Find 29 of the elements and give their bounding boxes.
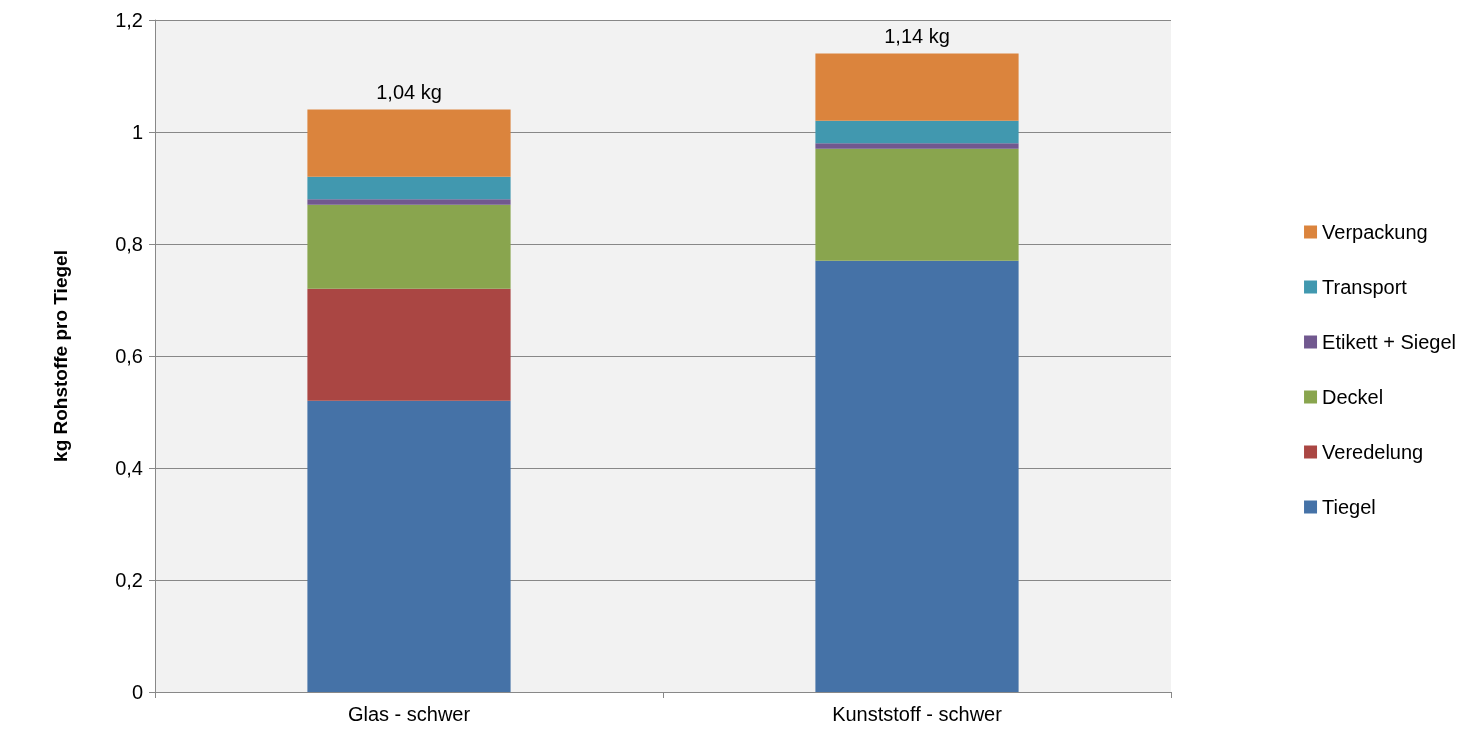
legend-label: Etikett + Siegel [1322,331,1456,353]
bar [815,148,1019,261]
y-tick-label: 0,4 [115,457,143,479]
x-tick-label: Kunststoff - schwer [832,703,1003,725]
y-axis-title: kg Rohstoffe pro Tiegel [50,250,71,462]
bar [307,400,511,692]
y-tick-label: 0,2 [115,569,143,591]
legend-label: Transport [1322,276,1408,298]
total-label: 1,04 kg [376,80,442,103]
bar [307,176,511,200]
y-tick-label: 1,2 [115,9,143,31]
x-tick-label: Glas - schwer [347,703,471,725]
legend-label: Deckel [1322,386,1384,408]
bar [307,199,511,205]
total-label: 1,14 kg [884,24,950,47]
bar [815,53,1019,121]
legend-label: Verpackung [1322,221,1428,243]
bar [815,143,1019,149]
legend-label: Tiegel [1322,496,1376,518]
bar [307,288,511,401]
bar [307,109,511,177]
legend-label: Veredelung [1322,441,1424,463]
y-tick-label: 0,6 [115,345,143,367]
bar [307,204,511,289]
bar [815,260,1019,692]
y-tick-label: 1 [131,121,143,143]
bar [815,120,1019,144]
y-tick-label: 0,8 [115,233,143,255]
y-tick-label: 0 [131,681,143,703]
